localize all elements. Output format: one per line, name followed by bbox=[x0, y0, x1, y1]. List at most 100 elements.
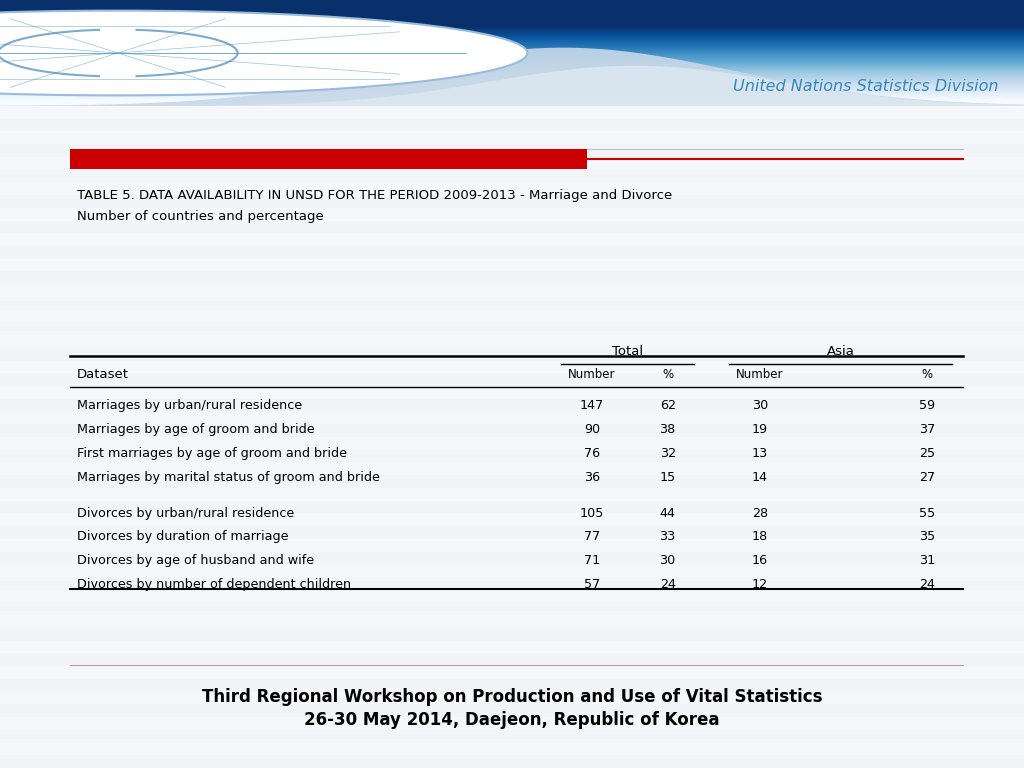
Bar bbox=[0, 373, 1024, 386]
Text: 15: 15 bbox=[659, 471, 676, 484]
Bar bbox=[0, 310, 1024, 323]
Bar bbox=[0, 272, 1024, 284]
Text: 24: 24 bbox=[919, 578, 935, 591]
Bar bbox=[0, 335, 1024, 348]
Text: 14: 14 bbox=[752, 471, 768, 484]
Text: United Nations Statistics Division: United Nations Statistics Division bbox=[733, 79, 998, 94]
Bar bbox=[0, 144, 1024, 157]
Text: 35: 35 bbox=[919, 531, 935, 543]
Bar bbox=[0, 564, 1024, 577]
Text: Marriages by urban/rural residence: Marriages by urban/rural residence bbox=[77, 399, 302, 412]
Text: 71: 71 bbox=[584, 554, 600, 568]
Text: 18: 18 bbox=[752, 531, 768, 543]
Text: 59: 59 bbox=[919, 399, 935, 412]
Text: 12: 12 bbox=[752, 578, 768, 591]
Text: 32: 32 bbox=[659, 447, 676, 460]
Bar bbox=[0, 233, 1024, 246]
Text: 26-30 May 2014, Daejeon, Republic of Korea: 26-30 May 2014, Daejeon, Republic of Kor… bbox=[304, 711, 720, 730]
Text: Marriages by marital status of groom and bride: Marriages by marital status of groom and… bbox=[77, 471, 380, 484]
Text: 16: 16 bbox=[752, 554, 768, 568]
Bar bbox=[0, 106, 1024, 119]
Bar bbox=[0, 323, 1024, 335]
Bar bbox=[0, 399, 1024, 412]
Bar bbox=[0, 424, 1024, 437]
Bar bbox=[0, 170, 1024, 182]
Text: Number of countries and percentage: Number of countries and percentage bbox=[77, 210, 324, 223]
Bar bbox=[0, 704, 1024, 717]
Bar bbox=[0, 577, 1024, 590]
Bar bbox=[0, 284, 1024, 297]
Bar bbox=[0, 386, 1024, 399]
Bar bbox=[0, 297, 1024, 310]
Text: 31: 31 bbox=[919, 554, 935, 568]
Text: Number: Number bbox=[568, 368, 615, 381]
Bar bbox=[0, 526, 1024, 539]
Text: Divorces by age of husband and wife: Divorces by age of husband and wife bbox=[77, 554, 314, 568]
Bar bbox=[0, 513, 1024, 526]
Text: Asia: Asia bbox=[826, 345, 855, 358]
Text: 30: 30 bbox=[659, 554, 676, 568]
Text: Divorces by duration of marriage: Divorces by duration of marriage bbox=[77, 531, 289, 543]
Text: Third Regional Workshop on Production and Use of Vital Statistics: Third Regional Workshop on Production an… bbox=[202, 687, 822, 706]
Bar bbox=[0, 692, 1024, 704]
Text: 36: 36 bbox=[584, 471, 600, 484]
Text: 30: 30 bbox=[752, 399, 768, 412]
Bar bbox=[0, 679, 1024, 692]
Text: Dataset: Dataset bbox=[77, 368, 129, 381]
Bar bbox=[0, 590, 1024, 602]
Text: 33: 33 bbox=[659, 531, 676, 543]
Bar bbox=[0, 539, 1024, 551]
Bar bbox=[0, 628, 1024, 641]
Circle shape bbox=[0, 11, 527, 95]
Text: 24: 24 bbox=[659, 578, 676, 591]
Bar bbox=[0, 551, 1024, 564]
Bar bbox=[0, 412, 1024, 424]
Text: First marriages by age of groom and bride: First marriages by age of groom and brid… bbox=[77, 447, 347, 460]
Text: 62: 62 bbox=[659, 399, 676, 412]
Bar bbox=[0, 450, 1024, 462]
Bar bbox=[0, 615, 1024, 628]
Bar bbox=[0, 666, 1024, 679]
Text: 105: 105 bbox=[580, 507, 604, 519]
Bar bbox=[0, 119, 1024, 131]
Bar bbox=[0, 641, 1024, 654]
Bar bbox=[0, 755, 1024, 768]
Bar bbox=[0, 246, 1024, 259]
Bar bbox=[0, 730, 1024, 743]
Text: 19: 19 bbox=[752, 423, 768, 436]
Bar bbox=[0, 488, 1024, 501]
Text: 27: 27 bbox=[919, 471, 935, 484]
Bar bbox=[0, 462, 1024, 475]
Bar bbox=[0, 361, 1024, 373]
Text: Marriages by age of groom and bride: Marriages by age of groom and bride bbox=[77, 423, 314, 436]
Polygon shape bbox=[0, 48, 1024, 106]
Polygon shape bbox=[0, 66, 1024, 106]
Bar bbox=[0, 157, 1024, 170]
Bar bbox=[0, 654, 1024, 666]
Text: Divorces by number of dependent children: Divorces by number of dependent children bbox=[77, 578, 351, 591]
Text: 77: 77 bbox=[584, 531, 600, 543]
Bar bbox=[0, 602, 1024, 615]
Text: 147: 147 bbox=[580, 399, 604, 412]
Bar bbox=[0, 220, 1024, 233]
Text: 90: 90 bbox=[584, 423, 600, 436]
Bar bbox=[0, 501, 1024, 513]
Text: Total: Total bbox=[612, 345, 643, 358]
Text: TABLE 5. DATA AVAILABILITY IN UNSD FOR THE PERIOD 2009-2013 - Marriage and Divor: TABLE 5. DATA AVAILABILITY IN UNSD FOR T… bbox=[77, 189, 672, 202]
Text: 44: 44 bbox=[659, 507, 676, 519]
Text: 55: 55 bbox=[919, 507, 935, 519]
Text: 38: 38 bbox=[659, 423, 676, 436]
Bar bbox=[0, 259, 1024, 272]
Bar bbox=[0, 437, 1024, 450]
Text: Number: Number bbox=[736, 368, 783, 381]
Bar bbox=[0, 743, 1024, 755]
Bar bbox=[70, 149, 587, 169]
Text: 37: 37 bbox=[919, 423, 935, 436]
Text: Divorces by urban/rural residence: Divorces by urban/rural residence bbox=[77, 507, 294, 519]
Text: 76: 76 bbox=[584, 447, 600, 460]
Text: %: % bbox=[922, 368, 932, 381]
Text: 28: 28 bbox=[752, 507, 768, 519]
Bar bbox=[0, 208, 1024, 220]
Bar bbox=[0, 717, 1024, 730]
Bar bbox=[0, 348, 1024, 361]
